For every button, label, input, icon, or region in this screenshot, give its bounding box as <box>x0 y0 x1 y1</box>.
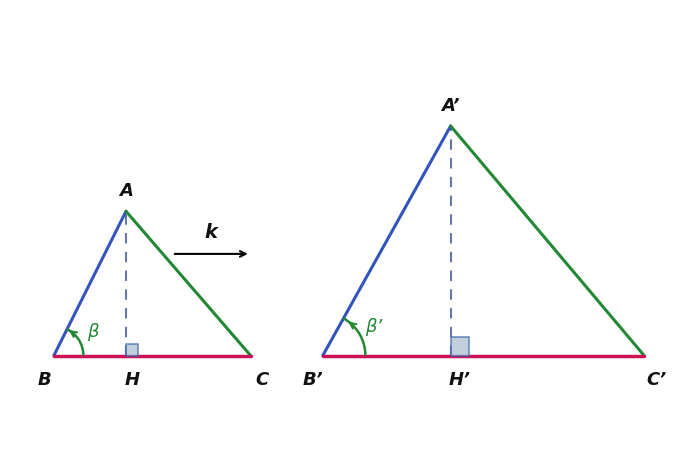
Text: H’: H’ <box>449 370 471 388</box>
Bar <box>451 337 469 356</box>
Text: A: A <box>119 182 133 200</box>
Text: A’: A’ <box>441 97 460 115</box>
Text: β’: β’ <box>365 317 383 335</box>
Bar <box>126 344 138 356</box>
Text: k: k <box>205 222 218 241</box>
Text: H: H <box>124 370 140 388</box>
Text: B: B <box>37 370 51 388</box>
Text: C’: C’ <box>646 370 666 388</box>
Text: B’: B’ <box>303 370 323 388</box>
Text: β: β <box>87 323 98 341</box>
Text: C: C <box>255 370 269 388</box>
